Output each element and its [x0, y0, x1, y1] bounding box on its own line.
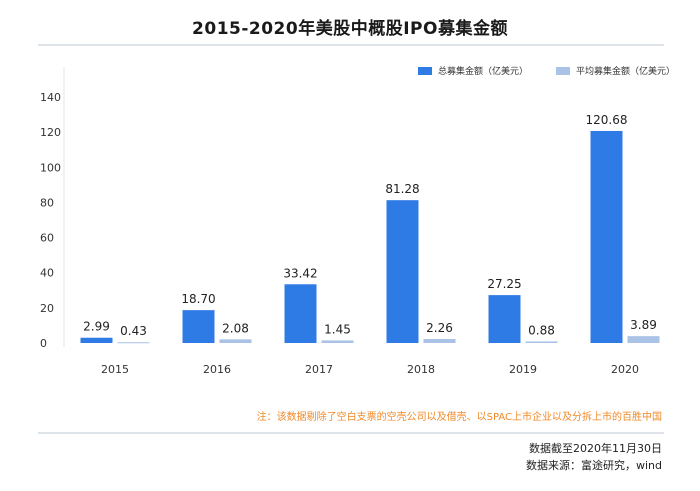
data-label-total: 81.28 — [385, 182, 419, 196]
data-label-total: 27.25 — [487, 277, 521, 291]
legend-swatch-average — [556, 67, 570, 75]
data-label-average: 0.43 — [120, 324, 147, 338]
y-tick-label: 100 — [40, 161, 61, 174]
y-tick-label: 60 — [40, 232, 54, 245]
data-label-total: 33.42 — [283, 266, 317, 280]
x-tick-label: 2018 — [407, 363, 435, 376]
y-tick-label: 40 — [40, 267, 54, 280]
data-label-total: 2.99 — [83, 320, 110, 334]
y-tick-label: 120 — [40, 126, 61, 139]
footer-divider — [38, 432, 664, 434]
data-source: 数据来源：富途研究，wind — [525, 459, 662, 472]
data-label-total: 120.68 — [586, 113, 628, 127]
data-label-average: 2.08 — [222, 321, 249, 335]
bar-total — [590, 130, 623, 343]
x-tick-label: 2015 — [101, 363, 129, 376]
y-tick-label: 0 — [40, 337, 47, 350]
bar-total — [182, 310, 215, 343]
chart-card — [14, 8, 686, 483]
x-tick-label: 2019 — [509, 363, 537, 376]
data-label-average: 1.45 — [324, 322, 351, 336]
bar-total — [386, 200, 419, 343]
footnote: 注：该数据剔除了空白支票的空壳公司以及借壳、以SPAC上市企业以及分拆上市的百胜… — [256, 412, 662, 423]
bar-total — [80, 337, 113, 343]
x-tick-label: 2016 — [203, 363, 231, 376]
source-footer: 数据截至2020年11月30日 数据来源：富途研究，wind — [526, 440, 662, 474]
data-label-average: 0.88 — [528, 323, 555, 337]
data-label-average: 2.26 — [426, 321, 453, 335]
legend-label-total: 总募集金额（亿美元） — [438, 65, 528, 77]
bar-average — [321, 340, 354, 343]
y-tick-label: 20 — [40, 302, 54, 315]
x-tick-label: 2020 — [611, 363, 639, 376]
bar-average — [219, 339, 252, 343]
data-label-average: 3.89 — [630, 318, 657, 332]
data-date: 数据截至2020年11月30日 — [529, 442, 662, 455]
x-tick-label: 2017 — [305, 363, 333, 376]
y-tick-label: 80 — [40, 196, 54, 209]
title-divider — [38, 44, 664, 46]
data-label-total: 18.70 — [181, 292, 215, 306]
bar-total — [488, 295, 521, 343]
chart-title: 2015-2020年美股中概股IPO募集金额 — [192, 19, 508, 39]
legend-swatch-total — [418, 67, 432, 75]
legend-label-average: 平均募集金额（亿美元） — [576, 65, 675, 77]
bar-average — [423, 339, 456, 343]
bar-total — [284, 284, 317, 343]
bar-average — [117, 342, 150, 344]
bar-average — [627, 336, 660, 343]
y-tick-label: 140 — [40, 91, 61, 104]
bar-average — [525, 341, 558, 343]
